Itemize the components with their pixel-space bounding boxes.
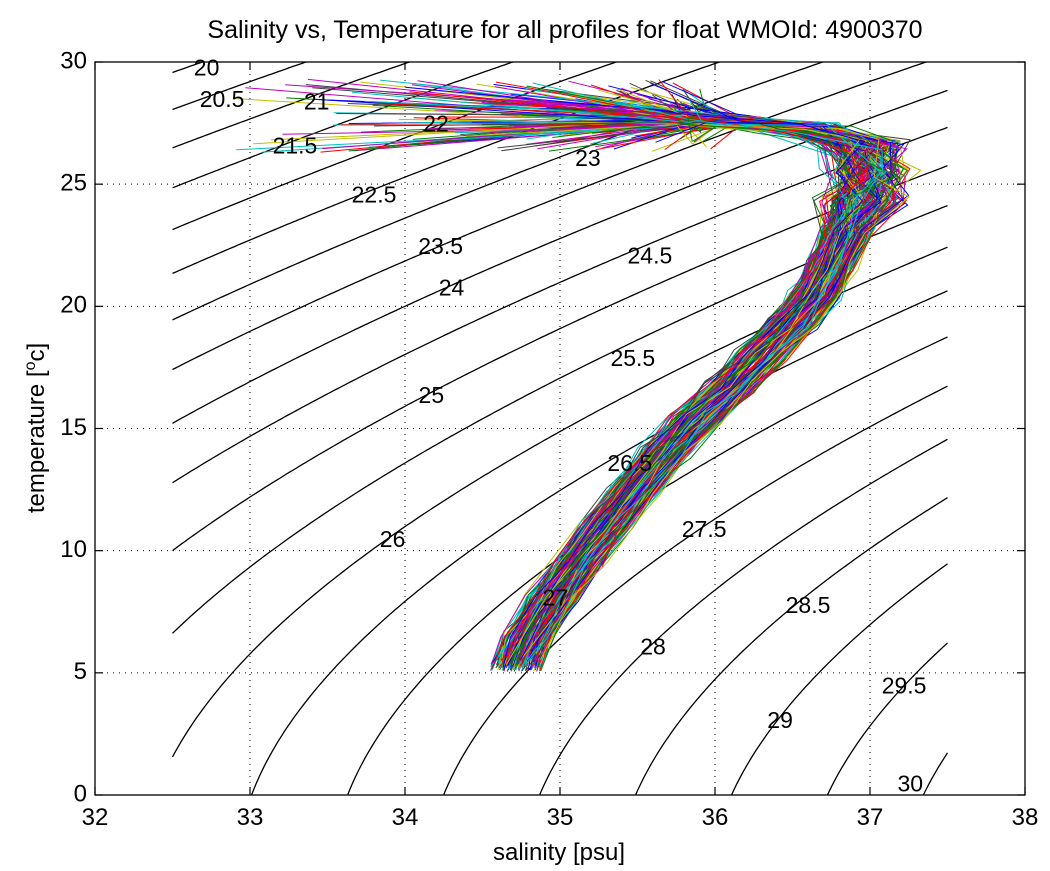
- contour-label: 26: [380, 526, 406, 552]
- contour-label: 25: [419, 382, 445, 408]
- density-contour-29-5: [826, 642, 948, 795]
- y-tick-label: 20: [60, 292, 87, 319]
- density-contour-27-5: [442, 385, 948, 795]
- contour-label: 28.5: [786, 592, 831, 618]
- profile-line: [492, 79, 871, 668]
- density-contour-23-5: [172, 62, 929, 371]
- contour-label: 24.5: [628, 243, 673, 269]
- density-contour-24-5: [172, 126, 948, 484]
- density-contour-21-5: [172, 62, 515, 189]
- density-contour-labels: 20 20.5 21 21.5 22 22.5 23 23.5 24 24.5 25 25.5 26 26…: [194, 54, 927, 796]
- profile-line: [409, 91, 911, 668]
- y-axis-label-tail: c]: [23, 343, 50, 362]
- contour-label: 23: [575, 145, 601, 171]
- contour-label: 20: [194, 54, 220, 80]
- contour-label: 22: [423, 111, 449, 137]
- density-contour-21: [172, 62, 412, 149]
- contour-label: 27: [543, 585, 569, 611]
- axis-ticks: 32 33 34 35 36 37 38 0 5 10 15 20 25 30: [60, 47, 1038, 831]
- profile-line: [518, 98, 884, 670]
- density-contour-20-5: [172, 62, 308, 111]
- profile-line: [398, 118, 911, 660]
- profile-line: [516, 114, 889, 664]
- contour-label: 26.5: [607, 450, 652, 476]
- density-contour-23: [172, 62, 825, 321]
- x-tick-label: 34: [392, 804, 419, 831]
- x-tick-label: 38: [1012, 804, 1039, 831]
- profile-line: [505, 108, 870, 665]
- contour-label: 28: [640, 633, 666, 659]
- contour-label: 20.5: [200, 86, 245, 112]
- profile-line: [502, 121, 866, 668]
- y-tick-label: 10: [60, 536, 87, 563]
- density-contour-29: [730, 563, 948, 795]
- x-tick-label: 33: [237, 804, 264, 831]
- profile-line: [513, 117, 874, 672]
- contour-label: 25.5: [610, 345, 655, 371]
- density-contour-20: [172, 62, 205, 74]
- contour-label: 30: [898, 770, 924, 796]
- y-axis-label-superscript: o: [22, 361, 39, 370]
- density-contour-22-5: [172, 62, 722, 274]
- chart-title: Salinity vs, Temperature for all profile…: [207, 16, 922, 44]
- contour-label: 29.5: [882, 673, 927, 699]
- y-tick-label: 5: [74, 658, 87, 685]
- y-tick-label: 30: [60, 47, 87, 74]
- density-contour-28: [538, 438, 948, 795]
- x-tick-label: 36: [702, 804, 729, 831]
- x-tick-label: 37: [857, 804, 884, 831]
- density-contour-28-5: [634, 497, 948, 795]
- x-axis-label: salinity [psu]: [493, 839, 625, 866]
- profile-line: [500, 90, 869, 661]
- contour-label: 27.5: [682, 516, 727, 542]
- x-tick-label: 35: [547, 804, 574, 831]
- y-axis-label-main: temperature [: [23, 370, 50, 513]
- y-tick-label: 15: [60, 414, 87, 441]
- contour-label: 29: [767, 707, 793, 733]
- density-contour-25: [172, 165, 948, 552]
- x-tick-label: 32: [82, 804, 109, 831]
- contour-label: 22.5: [352, 181, 397, 207]
- density-contour-26-5: [250, 290, 948, 795]
- contour-label: 23.5: [418, 233, 463, 259]
- y-tick-label: 0: [74, 780, 87, 807]
- profile-line: [465, 122, 872, 661]
- y-axis-label: temperature [oc]: [22, 343, 50, 513]
- contour-label: 21: [304, 89, 330, 115]
- profiles: [236, 78, 922, 672]
- contour-label: 21.5: [273, 133, 318, 159]
- profile-line: [505, 87, 866, 667]
- y-tick-label: 25: [60, 170, 87, 197]
- density-contour-30: [922, 752, 949, 795]
- contour-label: 24: [439, 274, 465, 300]
- profile-line: [417, 80, 871, 661]
